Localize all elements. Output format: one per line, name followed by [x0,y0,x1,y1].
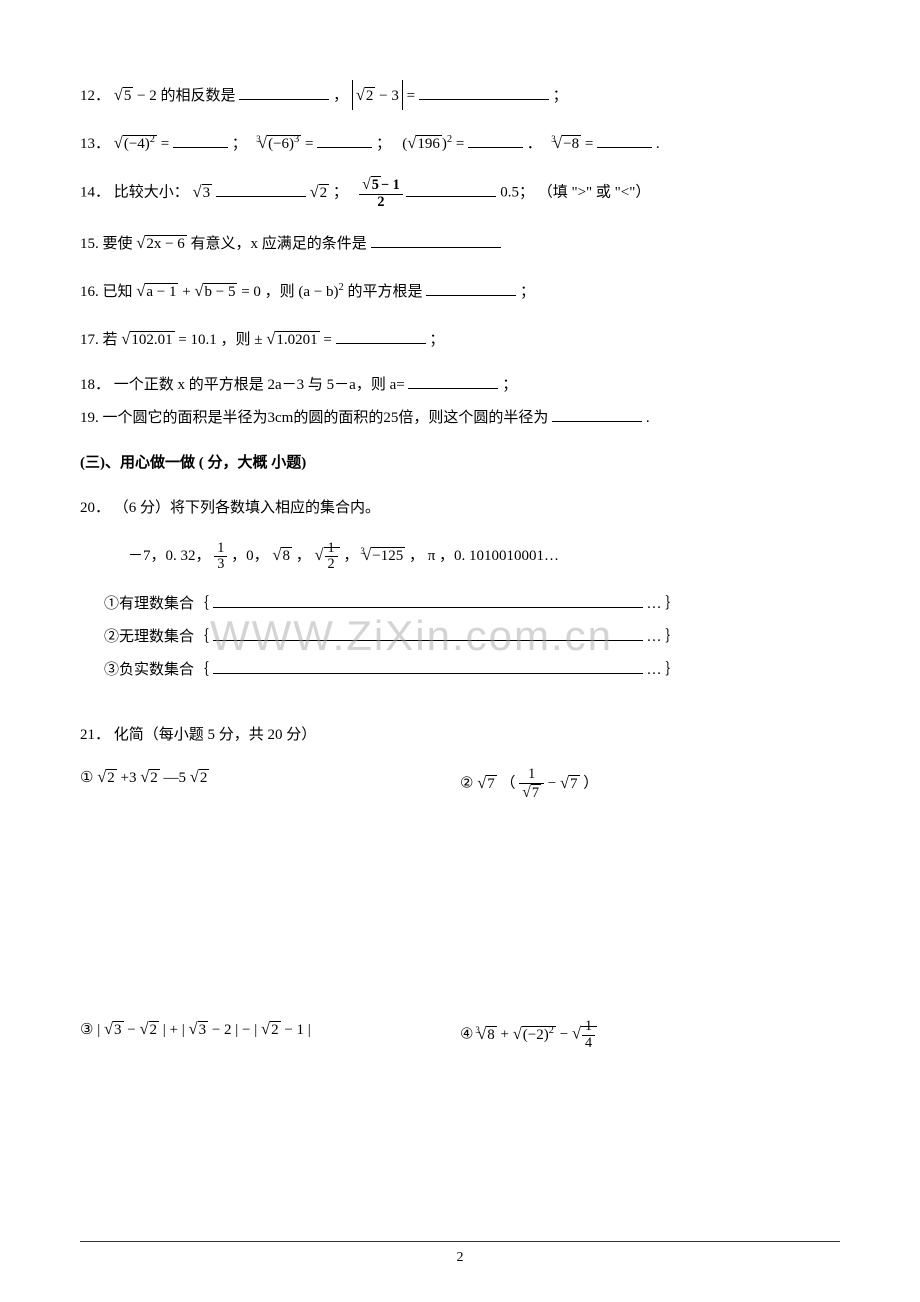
blank [239,84,329,100]
blank [552,406,642,422]
q19-num: 19. [80,410,99,426]
q16-num: 16. [80,284,99,300]
work-space [80,819,840,1019]
blank [408,373,498,389]
q12-eq: = [407,88,415,104]
q12-num: 12． [80,88,110,104]
blank [317,132,372,148]
page: WWW.ZiXin.com.cn 12． √5 − 2 的相反数是 ， √2 −… [0,0,920,1302]
frac-icon: √5− 1 2 [359,176,403,210]
q14: 14． 比较大小： √3 √2 ； √5− 1 2 0.5； （填 ">" 或 … [80,176,840,210]
q20-list: －7，0. 32， 13 ，0， √8 ， √12 ， 3√−125 ， π ，… [80,540,840,573]
sqrt5-icon: √5 [114,80,134,110]
q18-num: 18． [80,377,110,393]
q21-num: 21． [80,727,110,743]
expr-a: √(−4)2 [114,128,157,158]
q14-val: 0.5； （填 ">" 或 "<"） [500,185,650,201]
q12-text1: 的相反数是 [161,88,240,104]
blank [213,658,643,674]
q14-num: 14． [80,185,110,201]
q13-num: 13． [80,136,110,152]
blank [173,132,228,148]
q20-num: 20． [80,500,110,516]
q12: 12． √5 − 2 的相反数是 ， √2 − 3 = ； [80,80,840,110]
blank [336,328,426,344]
q21-p4: ④ 3√8 + √(−2)2 − √14 [460,1019,840,1051]
q20-header: 20． （6 分）将下列各数填入相应的集合内。 [80,495,840,522]
blank [213,592,643,608]
q15: 15. 要使 √2x − 6 有意义，x 应满足的条件是 [80,228,840,258]
q21-p3: ③ | √3 − √2 | + | √3 − 2 | − | √2 − 1 | [80,1019,460,1051]
q17: 17. 若 √102.01 = 10.1 ，则 ± √1.0201 = ； [80,324,840,354]
section-3-heading: (三)、用心做一做 ( 分，大概 小题) [80,450,840,477]
q21-row1: ① √2 +3 √2 —5 √2 ② √7 （ 1√7 − √7 ） [80,767,840,801]
q12-mid: ， [333,88,348,104]
q18: 18． 一个正数 x 的平方根是 2a－3 与 5－a，则 a= ； [80,372,840,399]
q17-num: 17. [80,332,99,348]
footer-divider [80,1241,840,1242]
q15-num: 15. [80,236,99,252]
blank [419,84,549,100]
q13: 13． √(−4)2 = ； 3√(−6)3 = ； (√196)2 = ． 3… [80,128,840,158]
q16: 16. 已知 √a − 1 + √b − 5 = 0 ，则 (a − b)2 的… [80,276,840,306]
blank [213,625,643,641]
q21-header: 21． 化简（每小题 5 分，共 20 分） [80,722,840,749]
q20-set3: ③负实数集合｛ … ｝ [80,657,840,684]
q21-p1: ① √2 +3 √2 —5 √2 [80,767,460,801]
blank [597,132,652,148]
q12-end: ； [553,88,568,104]
blank [426,280,516,296]
q21-p2: ② √7 （ 1√7 − √7 ） [460,767,840,801]
q20-set2: ②无理数集合｛ … ｝ [80,624,840,651]
q21-row2: ③ | √3 − √2 | + | √3 − 2 | − | √2 − 1 | … [80,1019,840,1051]
blank [216,181,306,197]
blank [468,132,523,148]
q19: 19. 一个圆它的面积是半径为3cm的圆的面积的25倍，则这个圆的半径为 . [80,405,840,432]
blank [371,232,501,248]
q14-text1: 比较大小： [114,185,189,201]
blank [406,181,496,197]
page-number: 2 [0,1250,920,1266]
abs-expr: √2 − 3 [352,80,403,110]
q20-set1: ①有理数集合｛ … ｝ [80,591,840,618]
